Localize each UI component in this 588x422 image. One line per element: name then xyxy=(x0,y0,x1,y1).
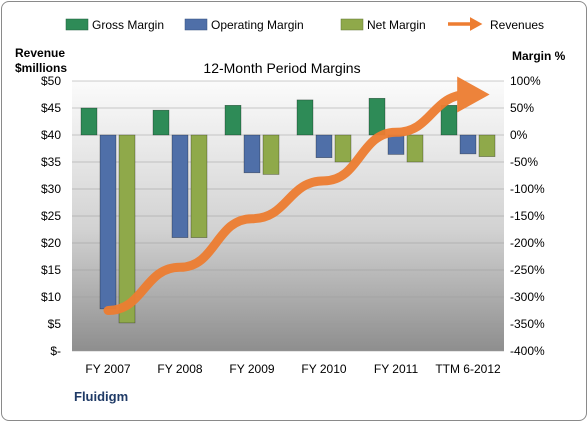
revenue-line xyxy=(103,76,490,315)
right-tick-label: 100% xyxy=(510,74,541,88)
category-label: TTM 6-2012 xyxy=(435,362,501,376)
left-tick-label: $30 xyxy=(41,182,61,196)
left-tick-label: $5 xyxy=(48,317,62,331)
legend-swatch-gross-margin xyxy=(65,18,89,31)
bar-gross-margin-fy-2009 xyxy=(224,105,242,136)
bar-operating-margin-fy-2009 xyxy=(243,134,261,174)
bar-gross-margin-fy-2008 xyxy=(152,109,170,136)
bar-net-margin-fy-2010 xyxy=(334,134,352,163)
right-tick-label: -350% xyxy=(510,317,545,331)
bars xyxy=(80,97,496,324)
right-tick-label: -50% xyxy=(510,155,538,169)
right-tick-label: -300% xyxy=(510,290,545,304)
right-axis-title: Margin % xyxy=(512,49,566,63)
left-tick-label: $20 xyxy=(41,236,61,250)
right-tick-label: -150% xyxy=(510,209,545,223)
bar-gross-margin-fy-2007 xyxy=(80,107,98,136)
revenue-line-path xyxy=(103,76,490,315)
category-labels: FY 2007 FY 2008 FY 2009 FY 2010 FY 2011 TTM 6… xyxy=(85,362,501,376)
right-tick-label: 0% xyxy=(510,128,528,142)
bar-operating-margin-fy-2010 xyxy=(315,134,333,158)
right-tick-label: -250% xyxy=(510,263,545,277)
left-tick-label: $25 xyxy=(41,209,61,223)
bar-operating-margin-fy-2008 xyxy=(171,134,189,238)
chart-title: 12-Month Period Margins xyxy=(203,60,360,76)
category-label: FY 2011 xyxy=(374,362,419,376)
left-tick-label: $10 xyxy=(41,290,61,304)
left-axis-title-line1: Revenue xyxy=(15,46,65,60)
legend-swatch-net-margin xyxy=(340,18,364,31)
bar-net-margin-fy-2011 xyxy=(406,134,424,163)
category-label: FY 2007 xyxy=(85,362,130,376)
bar-operating-margin-ttm-6-2012 xyxy=(459,134,477,155)
category-label: FY 2008 xyxy=(157,362,202,376)
bar-gross-margin-ttm-6-2012 xyxy=(440,105,458,136)
legend-label-gross-margin: Gross Margin xyxy=(92,18,164,32)
category-label: FY 2010 xyxy=(301,362,346,376)
left-axis-title-line2: $millions xyxy=(15,61,67,75)
right-tick-label: -400% xyxy=(510,344,545,358)
right-axis-ticks: 100% 50% 0% -50% -100% -150% -200% -250% -300% -3… xyxy=(510,74,545,358)
left-tick-label: $50 xyxy=(41,74,61,88)
legend-label-net-margin: Net Margin xyxy=(367,18,426,32)
left-tick-label: $35 xyxy=(41,155,61,169)
left-tick-label: $45 xyxy=(41,101,61,115)
bar-net-margin-ttm-6-2012 xyxy=(478,134,496,157)
company-label: Fluidigm xyxy=(74,389,128,404)
legend-swatch-operating-margin xyxy=(184,18,208,31)
left-tick-label: $15 xyxy=(41,263,61,277)
bar-net-margin-fy-2008 xyxy=(190,134,208,238)
legend: Gross Margin Operating Margin Net Margin… xyxy=(65,17,544,32)
right-tick-label: 50% xyxy=(510,101,534,115)
right-tick-label: -100% xyxy=(510,182,545,196)
left-tick-label: $40 xyxy=(41,128,61,142)
category-label: FY 2009 xyxy=(229,362,274,376)
bar-net-margin-fy-2009 xyxy=(262,134,280,175)
left-tick-label: $- xyxy=(50,344,61,358)
bar-operating-margin-fy-2007 xyxy=(99,134,117,310)
right-tick-label: -200% xyxy=(510,236,545,250)
bar-operating-margin-fy-2011 xyxy=(387,134,405,155)
legend-label-revenues: Revenues xyxy=(490,18,544,32)
bar-gross-margin-fy-2010 xyxy=(296,99,314,136)
left-axis-ticks: $- $5 $10 $15 $20 $25 $30 $35 $40 $45 $50 xyxy=(41,74,61,358)
bar-gross-margin-fy-2011 xyxy=(368,97,386,136)
legend-label-operating-margin: Operating Margin xyxy=(211,18,304,32)
bar-net-margin-fy-2007 xyxy=(118,134,136,324)
